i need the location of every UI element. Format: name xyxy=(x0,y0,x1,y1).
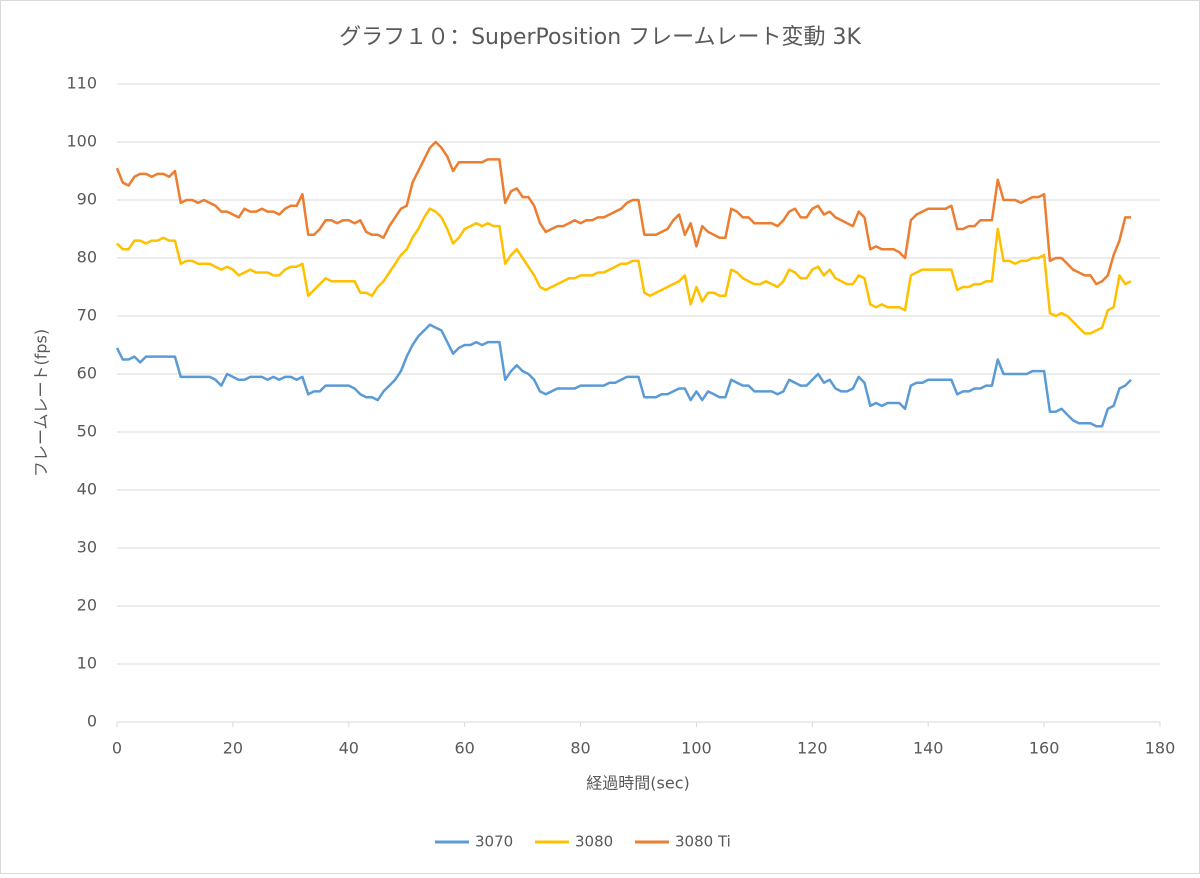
legend-label: 3070 xyxy=(475,833,513,851)
x-tick-label: 160 xyxy=(1029,739,1060,758)
x-axis-label: 経過時間(sec) xyxy=(586,774,689,793)
x-tick-label: 120 xyxy=(797,739,828,758)
x-tick-label: 180 xyxy=(1145,739,1176,758)
x-tick-label: 20 xyxy=(223,739,243,758)
chart-title: グラフ１０：SuperPosition フレームレート変動 3K xyxy=(339,25,861,50)
y-tick-label: 70 xyxy=(77,306,97,325)
y-tick-label: 40 xyxy=(77,480,97,499)
y-tick-label: 30 xyxy=(77,538,97,557)
y-axis-label: フレームレート(fps) xyxy=(32,329,51,477)
x-tick-label: 60 xyxy=(454,739,474,758)
y-tick-label: 110 xyxy=(66,74,97,93)
y-tick-label: 100 xyxy=(66,132,97,151)
y-tick-label: 60 xyxy=(77,364,97,383)
y-tick-label: 90 xyxy=(77,190,97,209)
series-line xyxy=(115,323,1132,428)
y-tick-label: 0 xyxy=(87,712,97,731)
x-tick-label: 0 xyxy=(112,739,122,758)
x-tick-label: 140 xyxy=(913,739,944,758)
legend-label: 3080 Ti xyxy=(675,833,731,851)
series-line xyxy=(116,207,1132,335)
y-tick-label: 80 xyxy=(77,248,97,267)
x-tick-label: 100 xyxy=(681,739,712,758)
y-tick-label: 20 xyxy=(77,596,97,615)
series-line xyxy=(115,140,1132,286)
legend-label: 3080 xyxy=(575,833,613,851)
y-tick-label: 50 xyxy=(77,422,97,441)
x-tick-label: 40 xyxy=(339,739,359,758)
x-tick-label: 80 xyxy=(570,739,590,758)
y-tick-label: 10 xyxy=(77,654,97,673)
